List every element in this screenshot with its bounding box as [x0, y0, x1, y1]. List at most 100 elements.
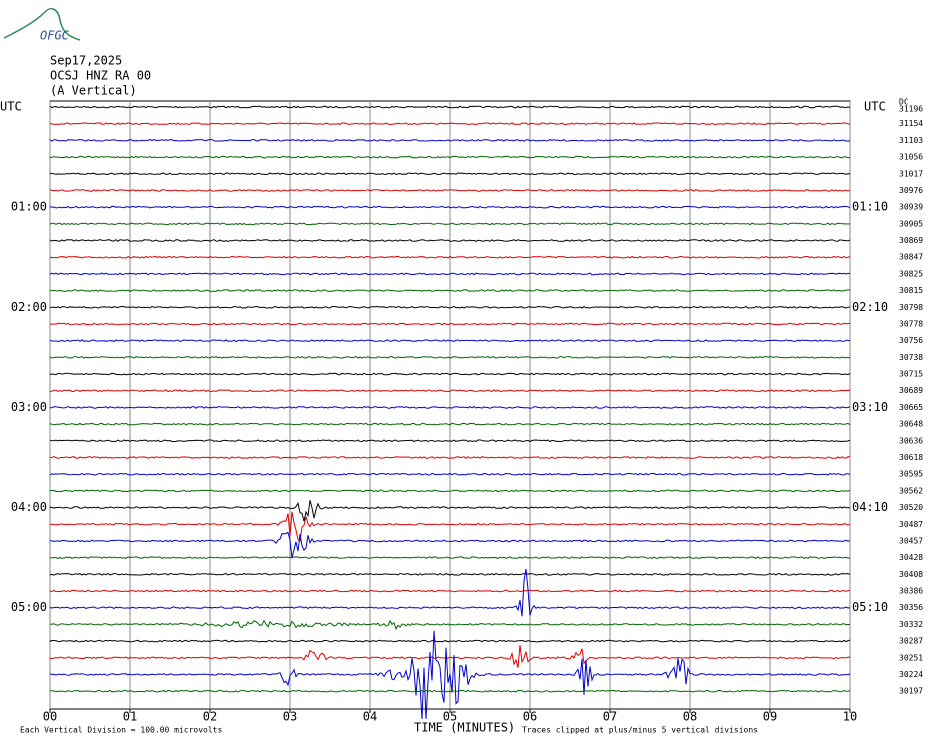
x-tick-label: 03 — [283, 710, 297, 724]
x-tick-label: 07 — [603, 710, 617, 724]
x-tick-label: 00 — [43, 710, 57, 724]
trace-offset: 30332 — [899, 620, 923, 629]
trace — [49, 255, 851, 259]
trace — [49, 239, 851, 242]
trace-offset: 30778 — [899, 319, 923, 328]
trace — [49, 389, 851, 393]
trace-offset: 30939 — [899, 203, 923, 212]
trace-offset: 30428 — [899, 553, 923, 562]
trace — [49, 189, 851, 192]
logo: OFGC — [40, 29, 70, 43]
trace — [49, 205, 851, 209]
trace — [49, 305, 851, 309]
hour-label-right: 05:10 — [852, 600, 888, 614]
hour-label-right: 04:10 — [852, 500, 888, 514]
x-tick-label: 09 — [763, 710, 777, 724]
trace — [49, 272, 851, 276]
trace-offset: 30756 — [899, 336, 923, 345]
date: Sep17,2025 — [50, 54, 122, 68]
x-tick-label: 02 — [203, 710, 217, 724]
trace-offset: 30197 — [899, 687, 923, 696]
x-tick-label: 08 — [683, 710, 697, 724]
dc-label: DC — [899, 98, 909, 107]
trace-offset: 30689 — [899, 386, 923, 395]
hour-label: 05:00 — [11, 600, 47, 614]
trace — [49, 489, 851, 493]
trace — [49, 619, 851, 631]
trace — [49, 511, 851, 542]
x-tick-label: 05 — [443, 710, 457, 724]
trace-offset: 30869 — [899, 236, 923, 245]
trace-offset: 30738 — [899, 353, 923, 362]
trace — [49, 500, 851, 522]
hour-label-right: 02:10 — [852, 300, 888, 314]
trace-offset: 30562 — [899, 486, 923, 495]
trace-offset: 30356 — [899, 603, 923, 612]
trace — [49, 172, 851, 176]
trace — [49, 644, 851, 668]
trace — [49, 572, 851, 576]
clip-note: Traces clipped at plus/minus 5 vertical … — [522, 726, 758, 735]
trace-offset: 31154 — [899, 119, 923, 128]
x-tick-label: 10 — [843, 710, 857, 724]
trace-offset: 30408 — [899, 570, 923, 579]
trace — [49, 456, 851, 459]
trace-offset: 30825 — [899, 269, 923, 278]
hour-label: 02:00 — [11, 300, 47, 314]
trace — [50, 556, 851, 559]
trace-offset: 30287 — [899, 637, 923, 646]
trace — [49, 289, 851, 293]
trace-offset: 31196 — [899, 105, 923, 114]
hour-label-right: UTC — [864, 100, 886, 114]
trace — [49, 639, 851, 643]
component: (A Vertical) — [50, 84, 137, 98]
trace-offset: 30976 — [899, 186, 923, 195]
trace — [49, 122, 850, 126]
trace-offset: 30457 — [899, 536, 923, 545]
trace — [49, 138, 851, 142]
trace — [49, 589, 851, 593]
trace — [49, 222, 851, 226]
trace-offset: 30648 — [899, 420, 923, 429]
trace-offset: 31056 — [899, 153, 923, 162]
x-tick-label: 06 — [523, 710, 537, 724]
trace-offset: 30618 — [899, 453, 923, 462]
trace — [49, 339, 851, 343]
trace-offset: 30224 — [899, 670, 923, 679]
trace — [49, 689, 851, 693]
trace-offset: 30636 — [899, 436, 923, 445]
trace — [49, 630, 851, 720]
hour-label: 04:00 — [11, 500, 47, 514]
trace — [49, 531, 851, 559]
trace-offset: 30520 — [899, 503, 923, 512]
trace — [49, 356, 851, 359]
x-label: TIME (MINUTES) — [414, 721, 515, 735]
trace — [49, 472, 851, 476]
logo-mark — [3, 7, 81, 41]
trace — [49, 105, 851, 109]
trace-offset: 30665 — [899, 403, 923, 412]
hour-label: 01:00 — [11, 200, 47, 214]
hour-label-right: 03:10 — [852, 400, 888, 414]
trace — [49, 422, 851, 426]
trace-offset: 30386 — [899, 587, 923, 596]
trace — [49, 155, 851, 159]
scale-note: Each Vertical Division = 100.00 microvol… — [20, 726, 222, 735]
trace-offset: 31103 — [899, 136, 923, 145]
x-tick-label: 01 — [123, 710, 137, 724]
trace-offset: 30905 — [899, 219, 923, 228]
station: OCSJ HNZ RA 00 — [50, 69, 151, 83]
x-tick-label: 04 — [363, 710, 377, 724]
hour-label: UTC — [0, 100, 22, 114]
trace — [49, 322, 851, 326]
trace-offset: 30815 — [899, 286, 923, 295]
trace — [49, 439, 851, 443]
hour-label-right: 01:10 — [852, 200, 888, 214]
trace-offset: 30487 — [899, 520, 923, 529]
trace-offset: 30847 — [899, 253, 923, 262]
trace-offset: 30798 — [899, 303, 923, 312]
trace — [50, 405, 851, 409]
hour-label: 03:00 — [11, 400, 47, 414]
trace-offset: 30251 — [899, 653, 923, 662]
